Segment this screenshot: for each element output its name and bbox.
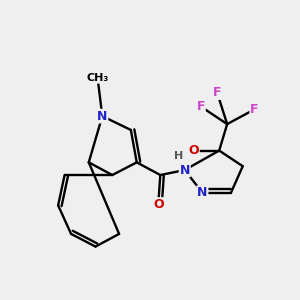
Text: H: H [174, 152, 184, 161]
Text: CH₃: CH₃ [86, 73, 109, 83]
Text: O: O [188, 144, 199, 157]
Text: F: F [196, 100, 205, 113]
Text: N: N [180, 164, 190, 176]
Text: N: N [97, 110, 107, 123]
Text: F: F [250, 103, 259, 116]
Text: N: N [197, 186, 208, 199]
Text: O: O [153, 198, 164, 211]
Text: F: F [213, 86, 221, 99]
